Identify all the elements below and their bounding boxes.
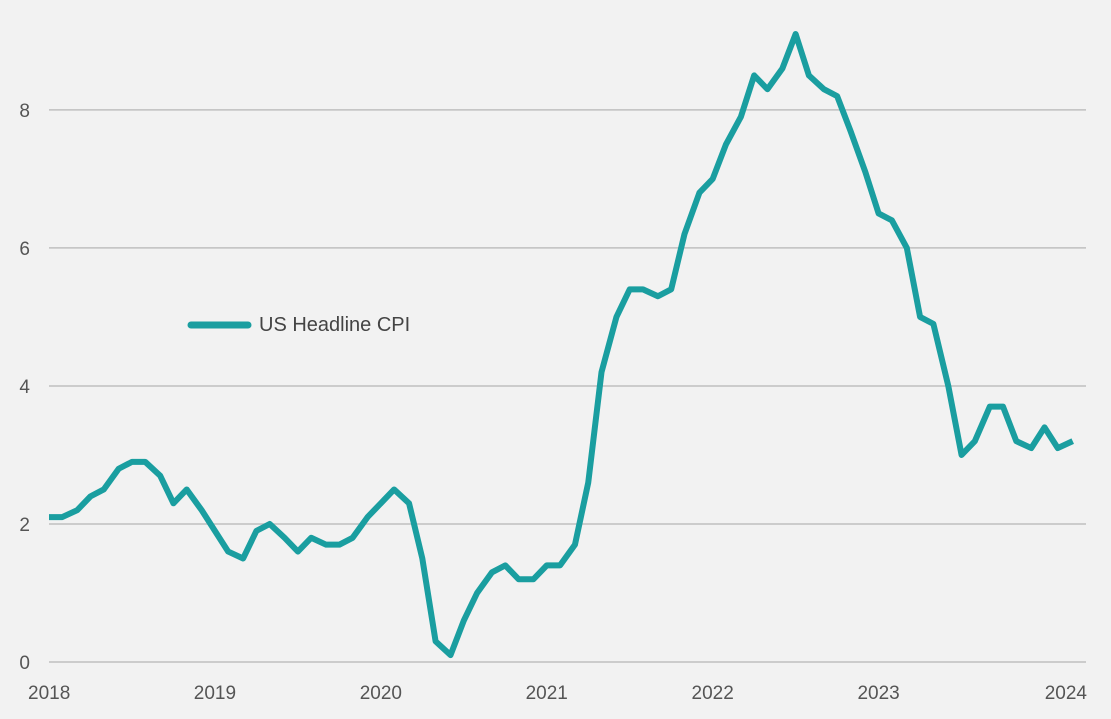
x-tick-label-2018: 2018 <box>28 683 70 704</box>
y-tick-label-0: 0 <box>19 653 30 674</box>
legend-label-us-headline-cpi: US Headline CPI <box>259 314 410 336</box>
x-tick-label-2022: 2022 <box>692 683 734 704</box>
x-tick-label-2023: 2023 <box>857 683 899 704</box>
x-tick-label-2020: 2020 <box>360 683 402 704</box>
legend: US Headline CPI <box>187 314 410 336</box>
x-tick-label-2024: 2024 <box>1045 683 1088 704</box>
y-tick-label-8: 8 <box>19 101 30 122</box>
y-axis-tick-labels: 0 2 4 6 8 <box>19 101 30 674</box>
y-tick-label-6: 6 <box>19 239 30 260</box>
series-lines <box>49 31 1074 659</box>
y-tick-label-2: 2 <box>19 515 30 536</box>
gridlines <box>49 109 1086 663</box>
y-tick-label-4: 4 <box>19 377 30 398</box>
x-axis-tick-labels: 2018 2019 2020 2021 2022 2023 2024 <box>28 683 1087 704</box>
x-tick-label-2021: 2021 <box>526 683 568 704</box>
x-tick-label-2019: 2019 <box>194 683 236 704</box>
series-line-us-headline-cpi <box>49 31 1074 659</box>
